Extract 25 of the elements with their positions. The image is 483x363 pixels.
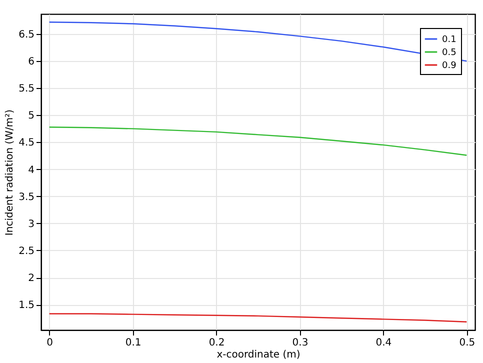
y-tick-label: 2 [28,273,34,284]
y-tick-label: 5 [28,110,34,122]
line-series [48,22,468,62]
y-tick-label: 1.5 [18,300,34,312]
line-series [48,126,468,156]
y-tick-label: 4 [28,164,34,176]
x-tick-label: 0.3 [292,338,308,348]
legend-label: 0.9 [442,61,457,71]
x-tick-label: 0.1 [125,338,142,348]
y-tick-label: 3.5 [18,192,34,203]
x-tick-label: 0.5 [459,338,476,348]
x-tick-label: 0.4 [376,338,392,348]
y-axis-title: Incident radiation (W/m²) [4,109,16,236]
x-tick-label: 0 [46,338,54,348]
x-tick-label: 0.2 [208,338,225,348]
legend-label: 0.5 [442,48,456,58]
y-tick-label: 4.5 [18,138,34,149]
x-axis-title: x-coordinate (m) [216,350,300,360]
y-tick-label: 6.5 [18,30,34,41]
y-tick-label: 2.5 [18,246,34,257]
legend-label: 0.1 [442,35,456,45]
y-tick-label: 3 [28,218,34,230]
line-series [48,313,468,322]
y-tick-label: 5.5 [18,84,34,95]
y-tick-label: 6 [28,56,34,68]
